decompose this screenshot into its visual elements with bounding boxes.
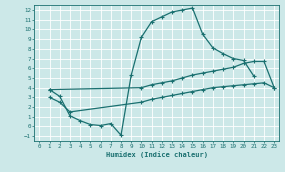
X-axis label: Humidex (Indice chaleur): Humidex (Indice chaleur) bbox=[106, 151, 208, 158]
